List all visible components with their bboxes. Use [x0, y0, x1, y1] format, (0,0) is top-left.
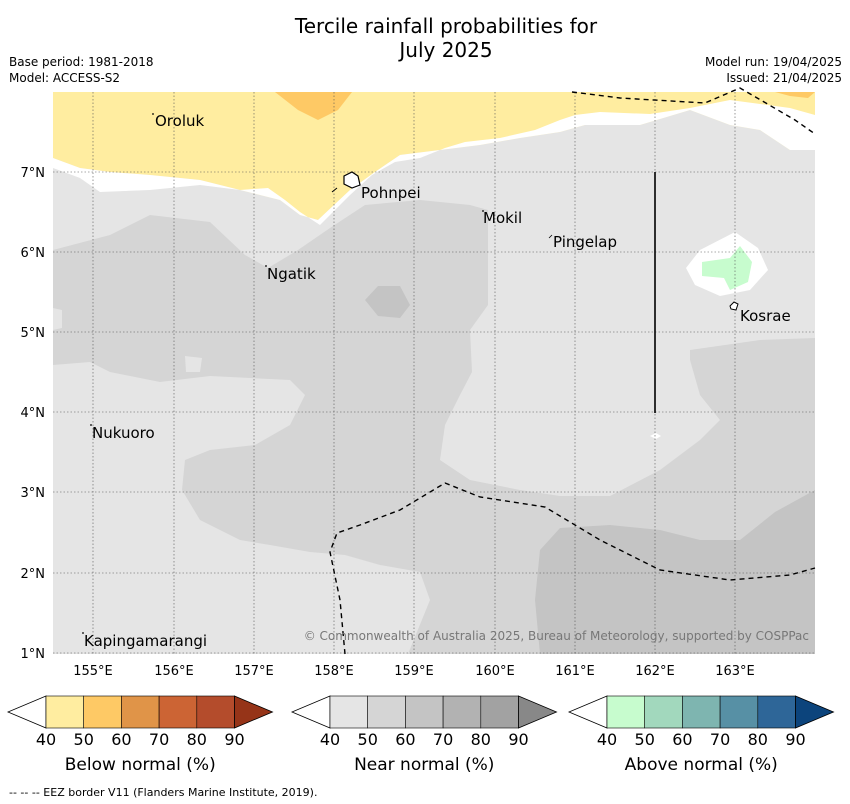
colorbar-legend: 40 50 60 70 80 90 Below normal (%) 40 50 60 70 80 90… — [6, 695, 835, 775]
colorbar-tick: 90 — [224, 730, 244, 749]
colorbar-extend-low — [567, 695, 608, 729]
x-axis: 155°E 156°E 157°E 158°E 159°E 160°E 161°… — [73, 664, 755, 679]
y-axis: 7°N 6°N 5°N 4°N 3°N 2°N 1°N — [21, 166, 46, 662]
x-tick: 160°E — [475, 664, 515, 679]
colorbar-extend-high — [795, 695, 835, 729]
colorbar-segment — [405, 695, 444, 729]
colorbar-segment — [644, 695, 683, 729]
colorbar-label: Above normal (%) — [625, 755, 778, 775]
place-label-mokil: Mokil — [483, 209, 522, 227]
colorbar-tick: 70 — [710, 730, 730, 749]
x-tick: 163°E — [715, 664, 755, 679]
title-line-1: Tercile rainfall probabilities for — [294, 14, 598, 38]
colorbar-segment — [45, 695, 85, 729]
x-tick: 162°E — [635, 664, 675, 679]
colorbar-segment — [757, 695, 796, 729]
colorbar-extend-high — [518, 695, 558, 729]
colorbar-label: Near normal (%) — [354, 755, 494, 775]
x-tick: 156°E — [154, 664, 194, 679]
colorbar-segment — [158, 695, 198, 729]
colorbar-label: Below normal (%) — [65, 755, 216, 775]
colorbar-tick: 90 — [508, 730, 528, 749]
run-info: Model run: 19/04/2025 Issued: 21/04/2025 — [705, 54, 842, 86]
colorbar-segment — [196, 695, 235, 729]
place-label-nukuoro: Nukuoro — [92, 424, 155, 442]
colorbar-tick: 60 — [111, 730, 131, 749]
colorbar-tick: 70 — [149, 730, 169, 749]
y-tick: 4°N — [21, 406, 46, 421]
colorbar-extend-low — [6, 695, 47, 729]
eez-border — [329, 87, 816, 655]
colorbar-extend-high — [234, 695, 274, 729]
title-line-2: July 2025 — [399, 38, 493, 62]
y-tick: 1°N — [21, 647, 46, 662]
y-tick: 5°N — [21, 326, 46, 341]
page-title: Tercile rainfall probabilities for July … — [0, 14, 850, 62]
place-label-oroluk: Oroluk — [155, 112, 204, 130]
model-run: Model run: 19/04/2025 — [704, 55, 842, 69]
colorbar-above: 40 50 60 70 80 90 Above normal (%) — [567, 695, 835, 775]
x-tick: 159°E — [394, 664, 434, 679]
colorbar-tick: 80 — [471, 730, 491, 749]
colorbar-segment — [121, 695, 160, 729]
colorbar-tick: 80 — [748, 730, 768, 749]
y-tick: 6°N — [21, 246, 46, 261]
place-label-pingelap: Pingelap — [553, 233, 617, 251]
x-tick: 155°E — [73, 664, 113, 679]
colorbar-segment — [329, 695, 369, 729]
colorbar-segment — [480, 695, 519, 729]
model-info: Base period: 1981-2018 Model: ACCESS-S2 — [9, 54, 154, 86]
y-tick: 3°N — [21, 486, 46, 501]
colorbar-tick: 50 — [74, 730, 94, 749]
x-tick: 157°E — [234, 664, 274, 679]
colorbar-segment — [442, 695, 482, 729]
base-period: Base period: 1981-2018 — [9, 55, 154, 69]
colorbar-segment — [367, 695, 406, 729]
x-tick: 161°E — [555, 664, 595, 679]
colorbar-segment — [606, 695, 646, 729]
colorbar-tick: 70 — [433, 730, 453, 749]
colorbar-segment — [719, 695, 759, 729]
colorbar-tick: 40 — [597, 730, 617, 749]
probability-field — [53, 92, 815, 654]
model-name: Model: ACCESS-S2 — [9, 71, 121, 85]
colorbar-tick: 90 — [785, 730, 805, 749]
place-label-pohnpei: Pohnpei — [361, 184, 421, 202]
kosrae-island — [729, 301, 739, 311]
colorbar-tick: 80 — [187, 730, 207, 749]
colorbar-extend-low — [290, 695, 331, 729]
colorbar-tick: 60 — [672, 730, 692, 749]
colorbar-below: 40 50 60 70 80 90 Below normal (%) — [6, 695, 274, 775]
place-label-kosrae: Kosrae — [740, 307, 791, 325]
colorbar-tick: 50 — [358, 730, 378, 749]
x-tick: 158°E — [314, 664, 354, 679]
place-labels: Oroluk Pohnpei Mokil Pingelap Ngatik Kos… — [82, 112, 791, 650]
colorbar-tick: 50 — [635, 730, 655, 749]
place-label-kapingamarangi: Kapingamarangi — [84, 632, 207, 650]
place-label-ngatik: Ngatik — [267, 265, 316, 283]
colorbar-tick: 60 — [395, 730, 415, 749]
eez-footnote: -- -- -- EEZ border V11 (Flanders Marine… — [9, 786, 318, 799]
colorbar-tick: 40 — [36, 730, 56, 749]
issued-date: Issued: 21/04/2025 — [726, 71, 842, 85]
copyright-text: © Commonwealth of Australia 2025, Bureau… — [304, 629, 809, 643]
colorbar-segment — [682, 695, 721, 729]
y-tick: 7°N — [21, 166, 46, 181]
colorbar-tick: 40 — [320, 730, 340, 749]
pohnpei-island — [343, 171, 361, 189]
colorbar-near: 40 50 60 70 80 90 Near normal (%) — [290, 695, 558, 775]
y-tick: 2°N — [21, 567, 46, 582]
colorbar-segment — [83, 695, 122, 729]
